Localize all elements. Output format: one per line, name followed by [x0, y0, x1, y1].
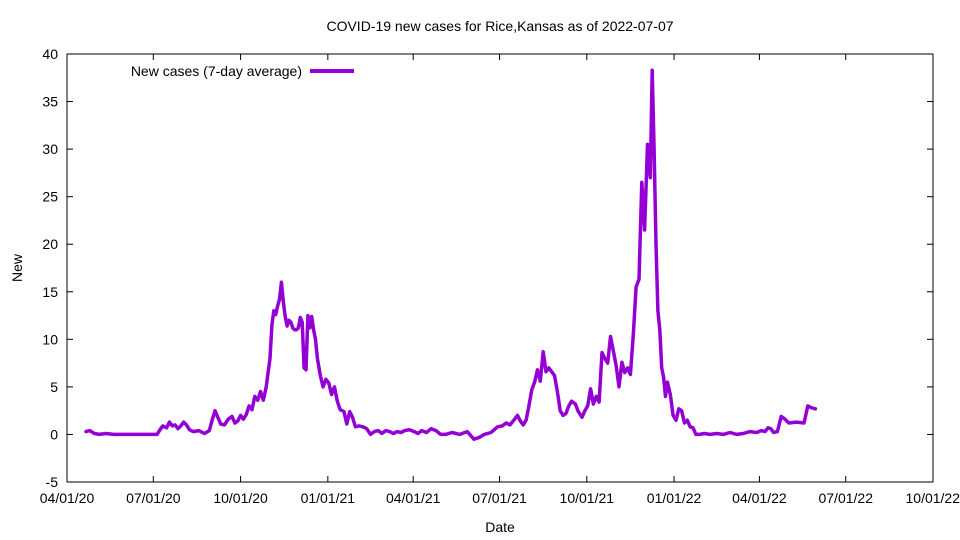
- y-tick-label: 5: [50, 379, 58, 395]
- y-axis-label: New: [9, 253, 25, 282]
- y-tick-label: -5: [46, 474, 59, 490]
- y-tick-label: 15: [42, 284, 58, 300]
- x-tick-label: 04/01/21: [386, 490, 441, 506]
- x-tick-label: 01/01/22: [647, 490, 702, 506]
- y-tick-label: 0: [50, 426, 58, 442]
- x-tick-label: 07/01/21: [472, 490, 527, 506]
- y-tick-label: 25: [42, 189, 58, 205]
- x-tick-label: 04/01/20: [40, 490, 95, 506]
- legend: New cases (7-day average): [131, 63, 354, 79]
- x-axis-label: Date: [485, 519, 515, 535]
- y-tick-label: 30: [42, 141, 58, 157]
- chart-title: COVID-19 new cases for Rice,Kansas as of…: [326, 18, 673, 34]
- y-tick-label: 35: [42, 94, 58, 110]
- x-tick-label: 10/01/22: [906, 490, 960, 506]
- x-tick-label: 07/01/20: [126, 490, 181, 506]
- x-tick-label: 10/01/21: [560, 490, 615, 506]
- legend-label: New cases (7-day average): [131, 63, 302, 79]
- x-tick-label: 07/01/22: [818, 490, 873, 506]
- x-tick-label: 10/01/20: [213, 490, 268, 506]
- y-tick-label: 20: [42, 236, 58, 252]
- y-tick-label: 40: [42, 46, 58, 62]
- x-tick-label: 04/01/22: [732, 490, 787, 506]
- axis-ticks: -5 0 5 10 15 20 25 30 35 40 04/01/20 07/01/20 10/01/…: [40, 46, 960, 506]
- x-tick-label: 01/01/21: [301, 490, 356, 506]
- plot-frame: [66, 53, 934, 483]
- y-tick-label: 10: [42, 331, 58, 347]
- series-line-0: [84, 68, 818, 441]
- series-layer: [84, 68, 818, 441]
